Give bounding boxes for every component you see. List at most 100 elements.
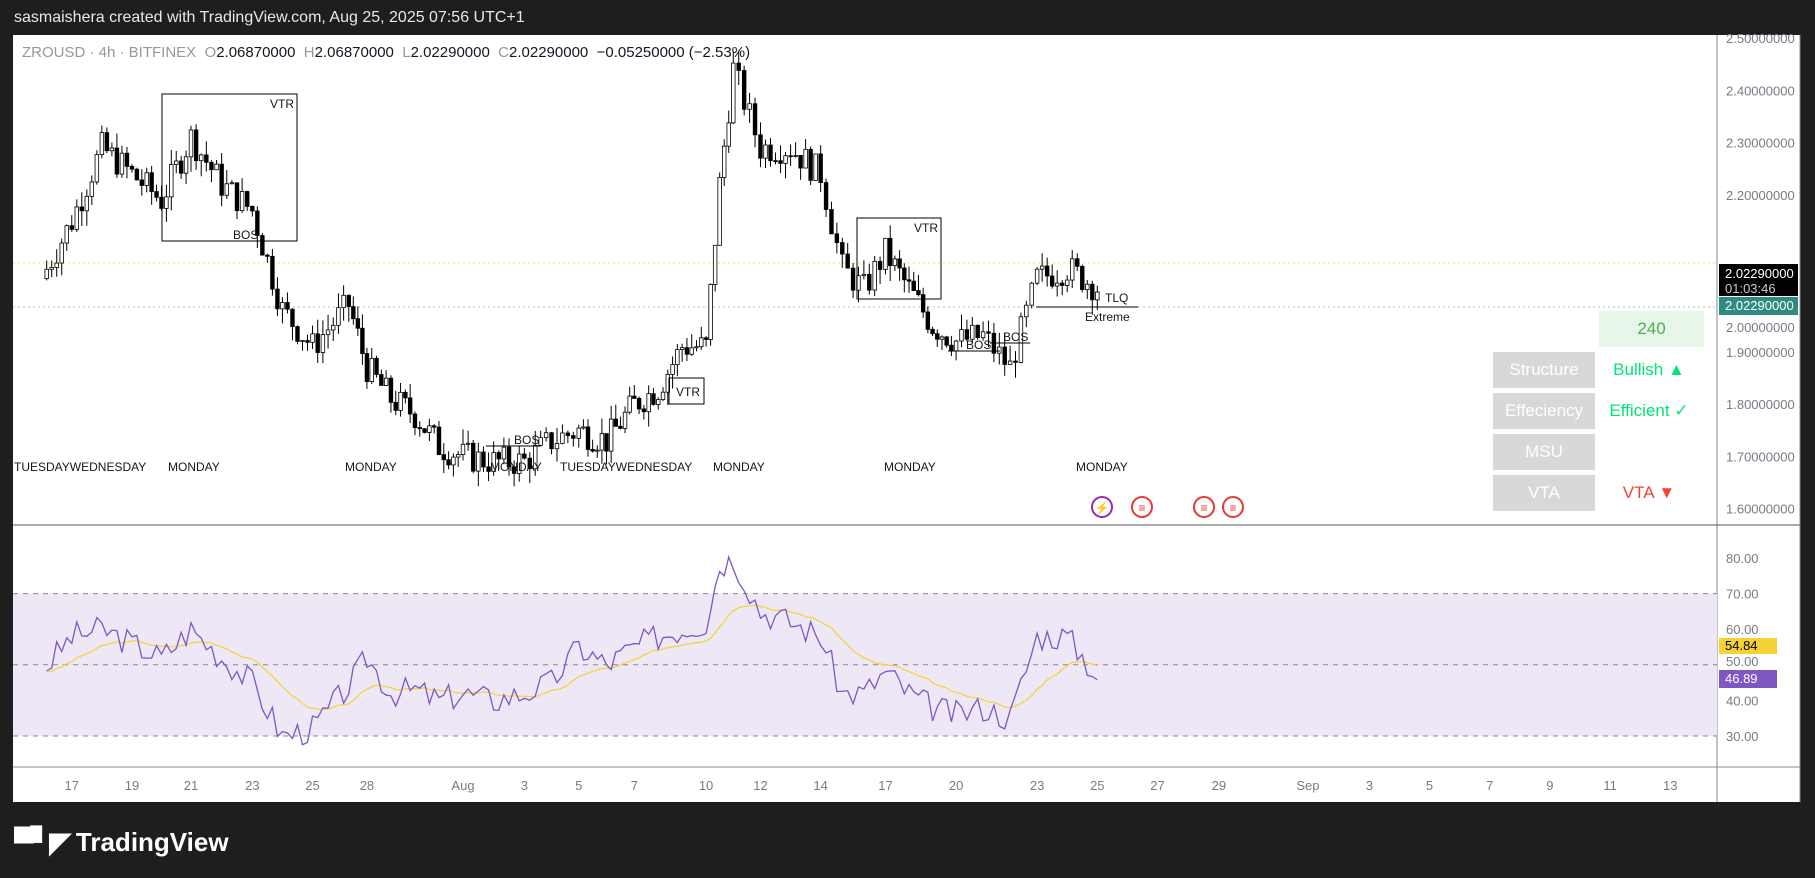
candle-body	[174, 160, 179, 165]
candle-body	[571, 435, 576, 439]
candle-body	[632, 395, 637, 399]
table-value-structure: Bullish ▲	[1613, 360, 1685, 379]
time-tick: 19	[125, 778, 139, 793]
rsi-value-label: 46.89	[1719, 670, 1777, 688]
candle-body	[501, 446, 507, 460]
candle-body	[522, 453, 527, 459]
candle-body	[636, 398, 642, 410]
candle-body	[590, 449, 595, 452]
candle-body	[374, 357, 379, 375]
candle-body	[823, 182, 829, 210]
candle-body	[986, 331, 991, 334]
time-tick: 23	[1030, 778, 1044, 793]
candle-body	[679, 347, 685, 350]
candle-body	[169, 164, 174, 198]
candle-body	[684, 347, 690, 355]
candle-body	[1029, 282, 1034, 306]
candle-body	[1085, 283, 1090, 291]
bos-label: BOS	[966, 338, 991, 352]
tlq-label: TLQ	[1105, 291, 1128, 305]
candle-body	[608, 418, 614, 452]
candle-body	[224, 183, 229, 196]
time-tick: 7	[1486, 778, 1493, 793]
candle-body	[840, 242, 845, 255]
candle-body	[451, 456, 456, 466]
candle-body	[646, 393, 651, 413]
candle-body	[64, 225, 69, 244]
candle-body	[511, 466, 517, 474]
candle-body	[471, 442, 476, 472]
table-value-effeciency: Efficient ✓	[1609, 401, 1689, 420]
rsi-tick: 30.00	[1726, 729, 1759, 744]
symbol-info[interactable]: ZROUSD · 4h · BITFINEX	[22, 44, 197, 61]
candle-body	[74, 206, 79, 230]
price-tick: 1.80000000	[1726, 397, 1795, 412]
candle-body	[164, 196, 169, 209]
time-tick: 17	[878, 778, 892, 793]
time-tick: 12	[753, 778, 767, 793]
candle-body	[193, 129, 199, 162]
candle-body	[134, 168, 140, 181]
vtr-label: VTR	[270, 97, 294, 111]
candle-body	[104, 132, 110, 152]
candle-body	[675, 349, 680, 365]
candle-body	[234, 182, 240, 212]
table-label-msu: MSU	[1493, 434, 1595, 470]
candle-body	[369, 357, 374, 382]
time-tick: 25	[305, 778, 319, 793]
vtr-label: VTR	[914, 221, 938, 235]
candle-body	[803, 148, 808, 169]
candle-body	[543, 432, 549, 439]
candle-body	[481, 451, 486, 468]
rsi-tick: 50.00	[1726, 654, 1759, 669]
candle-body	[850, 267, 856, 291]
candle-body	[351, 306, 356, 320]
candle-body	[527, 457, 532, 470]
candle-body	[861, 273, 867, 277]
candle-body	[280, 302, 285, 310]
candle-body	[59, 242, 64, 264]
time-tick: 20	[949, 778, 963, 793]
candle-body	[892, 258, 898, 266]
candle-body	[1059, 282, 1065, 286]
candle-body	[970, 324, 975, 340]
candle-body	[665, 374, 671, 393]
bar-countdown: 01:03:46	[1725, 281, 1776, 296]
timeframe-cell: 240	[1599, 311, 1704, 347]
last-price-label: 2.02290000 01:03:46	[1719, 264, 1798, 296]
candle-body	[69, 225, 74, 230]
candle-body	[346, 294, 351, 308]
candle-body	[565, 432, 571, 437]
time-tick: 21	[184, 778, 198, 793]
candle-body	[436, 426, 442, 456]
candle-body	[1002, 346, 1007, 365]
tradingview-logo[interactable]: ▀▘◤ TradingView	[14, 826, 229, 859]
time-tick: 10	[699, 778, 713, 793]
candle-body	[364, 353, 370, 382]
candle-body	[388, 377, 394, 403]
candle-body	[407, 397, 413, 415]
candle-body	[1034, 268, 1040, 284]
open-value: 2.06870000	[216, 44, 296, 61]
candle-body	[89, 181, 95, 197]
candle-body	[959, 329, 964, 342]
candle-body	[599, 433, 605, 451]
last-price: 2.02290000	[1725, 266, 1794, 281]
candle-body	[154, 191, 159, 198]
time-tick: 3	[521, 778, 528, 793]
candle-body	[360, 327, 365, 354]
lightning-icon-glyph: ⚡	[1095, 501, 1110, 515]
candle-body	[778, 160, 783, 164]
close-value: 2.02290000	[509, 44, 589, 61]
candle-body	[465, 442, 471, 445]
candle-body	[209, 161, 214, 171]
time-tick: 7	[631, 778, 638, 793]
candle-body	[1013, 360, 1018, 363]
rsi-line	[46, 554, 1098, 746]
candle-body	[980, 331, 986, 339]
candle-body	[491, 452, 496, 472]
table-value-vta: VTA ▼	[1622, 483, 1676, 502]
candle-body	[930, 328, 935, 335]
candle-body	[422, 428, 427, 433]
